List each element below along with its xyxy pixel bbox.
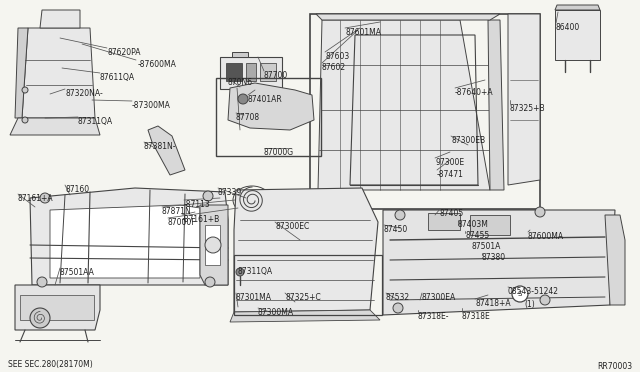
Text: 87700: 87700 (264, 71, 288, 80)
Text: 87455: 87455 (465, 231, 489, 240)
Text: 87405: 87405 (440, 209, 464, 218)
Text: 87601MA: 87601MA (345, 28, 381, 37)
Polygon shape (316, 14, 500, 20)
Text: 86400: 86400 (556, 23, 580, 32)
Text: -87600MA: -87600MA (138, 60, 177, 69)
Circle shape (238, 94, 248, 104)
Circle shape (535, 207, 545, 217)
Text: 87381N-: 87381N- (144, 142, 177, 151)
Text: 87620PA: 87620PA (107, 48, 141, 57)
Text: 87401AR: 87401AR (248, 95, 283, 104)
Polygon shape (50, 205, 200, 278)
Text: 87000G: 87000G (264, 148, 294, 157)
Bar (20, 295, 94, 320)
Text: 87300EB: 87300EB (451, 136, 485, 145)
Polygon shape (22, 28, 95, 118)
Polygon shape (10, 118, 100, 135)
Polygon shape (228, 83, 314, 130)
Text: 87300MA: 87300MA (258, 308, 294, 317)
Circle shape (203, 191, 213, 201)
Circle shape (395, 210, 405, 220)
Text: 87600MA: 87600MA (528, 232, 564, 241)
Polygon shape (488, 20, 504, 190)
Polygon shape (383, 210, 615, 315)
Text: 87603: 87603 (325, 52, 349, 61)
Text: 87320NA-: 87320NA- (65, 89, 103, 98)
Text: 87161+A: 87161+A (18, 194, 54, 203)
Polygon shape (555, 10, 600, 60)
Text: 87501A: 87501A (472, 242, 501, 251)
Polygon shape (40, 10, 80, 28)
Polygon shape (470, 215, 510, 235)
Text: 87301MA: 87301MA (236, 293, 272, 302)
Text: 87418+A: 87418+A (475, 299, 511, 308)
Text: 87708: 87708 (236, 113, 260, 122)
Circle shape (22, 87, 28, 93)
Polygon shape (555, 5, 600, 10)
Polygon shape (230, 310, 380, 322)
Polygon shape (205, 225, 220, 265)
Text: 870N6: 870N6 (228, 78, 253, 87)
Circle shape (205, 277, 215, 287)
Polygon shape (428, 213, 460, 230)
Text: 87325+C: 87325+C (285, 293, 321, 302)
Text: 87339: 87339 (218, 188, 243, 197)
Text: RR70003: RR70003 (597, 362, 632, 371)
Bar (226, 63, 242, 81)
Text: 87325+B: 87325+B (510, 104, 546, 113)
Bar (220, 57, 282, 89)
Text: 87300EC: 87300EC (275, 222, 309, 231)
Polygon shape (232, 52, 248, 57)
Text: (1): (1) (524, 300, 535, 309)
Text: 08543-51242: 08543-51242 (508, 287, 559, 296)
Text: 87311QA: 87311QA (78, 117, 113, 126)
Polygon shape (148, 126, 185, 175)
Circle shape (22, 117, 28, 123)
Polygon shape (508, 14, 540, 185)
Polygon shape (605, 215, 625, 305)
Text: -87161+B: -87161+B (182, 215, 220, 224)
Bar (246, 63, 256, 81)
Circle shape (37, 277, 47, 287)
Polygon shape (15, 285, 100, 330)
Bar (234, 255, 382, 315)
Text: S: S (518, 291, 522, 297)
Circle shape (512, 286, 528, 302)
Text: -87471: -87471 (437, 170, 464, 179)
Circle shape (393, 303, 403, 313)
Circle shape (40, 193, 50, 203)
Text: -87640+A: -87640+A (455, 88, 493, 97)
Text: 87380: 87380 (482, 253, 506, 262)
Text: 87611QA: 87611QA (100, 73, 135, 82)
Text: 87318E-: 87318E- (418, 312, 449, 321)
Text: 87160: 87160 (65, 185, 89, 194)
Circle shape (30, 308, 50, 328)
Text: 87871N: 87871N (162, 207, 192, 216)
Text: 87532: 87532 (386, 293, 410, 302)
Text: 87602: 87602 (322, 63, 346, 72)
Text: -87113: -87113 (184, 200, 211, 209)
Circle shape (205, 237, 221, 253)
Polygon shape (200, 205, 228, 285)
Bar (260, 63, 276, 81)
Text: SEE SEC.280(28170M): SEE SEC.280(28170M) (8, 360, 93, 369)
Text: 87000F: 87000F (168, 218, 196, 227)
Text: 97300E: 97300E (435, 158, 464, 167)
Text: 87300EA: 87300EA (422, 293, 456, 302)
Bar (216, 78, 321, 156)
Text: 87403M: 87403M (458, 220, 489, 229)
Text: 87318E: 87318E (462, 312, 491, 321)
Text: 87501AA: 87501AA (60, 268, 95, 277)
Text: 87311QA: 87311QA (237, 267, 272, 276)
Circle shape (540, 295, 550, 305)
Text: -87300MA: -87300MA (132, 101, 171, 110)
Polygon shape (234, 188, 378, 312)
Polygon shape (30, 188, 228, 285)
Polygon shape (15, 28, 28, 118)
Text: 87450: 87450 (384, 225, 408, 234)
Bar (310, 14, 540, 209)
Circle shape (236, 268, 244, 276)
Polygon shape (318, 20, 490, 190)
